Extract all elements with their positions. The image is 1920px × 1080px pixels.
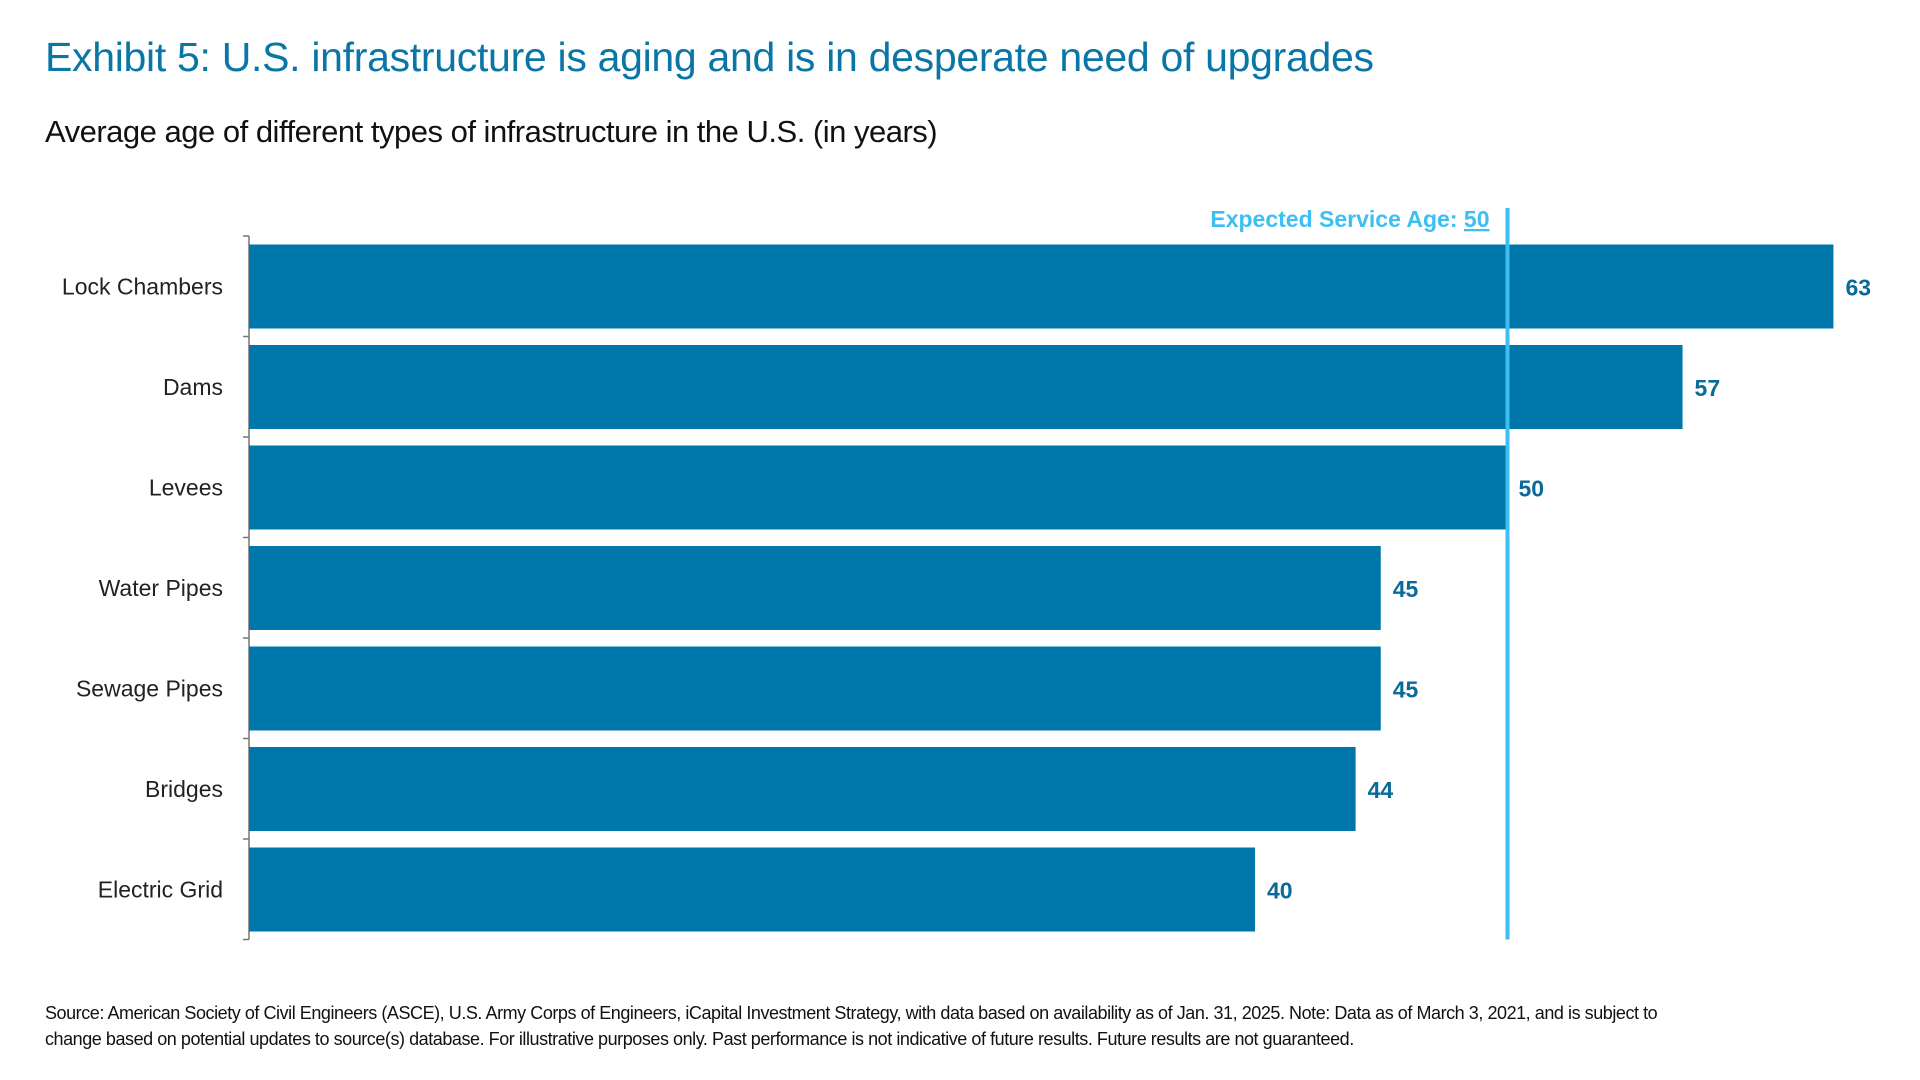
reference-line-label: Expected Service Age: 50 xyxy=(1210,206,1489,232)
bar-sewage-pipes xyxy=(249,646,1381,731)
footer-source-line-2: change based on potential updates to sou… xyxy=(45,1029,1354,1049)
bar-bridges xyxy=(249,747,1356,831)
chart-subtitle: Average age of different types of infras… xyxy=(45,114,938,149)
data-label: 50 xyxy=(1519,476,1545,502)
category-label: Sewage Pipes xyxy=(76,676,223,702)
bar-levees xyxy=(249,445,1507,530)
bar-dams xyxy=(249,345,1683,429)
data-label: 40 xyxy=(1267,878,1293,904)
category-label: Lock Chambers xyxy=(62,274,223,300)
reference-label-prefix: Expected Service Age: xyxy=(1210,206,1464,232)
category-label: Dams xyxy=(163,374,223,400)
bar-electric-grid xyxy=(249,847,1255,932)
chart-title: Exhibit 5: U.S. infrastructure is aging … xyxy=(45,34,1374,80)
data-label: 63 xyxy=(1845,275,1871,301)
data-label: 45 xyxy=(1393,576,1419,602)
category-label: Levees xyxy=(149,475,223,501)
data-label: 44 xyxy=(1368,777,1394,803)
data-label: 57 xyxy=(1695,375,1721,401)
category-label: Bridges xyxy=(145,776,223,802)
data-label: 45 xyxy=(1393,677,1419,703)
category-label: Electric Grid xyxy=(98,877,223,903)
reference-label-value: 50 xyxy=(1464,206,1490,232)
bar-water-pipes xyxy=(249,546,1381,630)
footer-source-line-1: Source: American Society of Civil Engine… xyxy=(45,1003,1658,1023)
category-label: Water Pipes xyxy=(99,575,223,601)
bar-lock-chambers xyxy=(249,244,1834,329)
bar-chart: Lock Chambers 63 Dams 57 Levees 50 Water Pipes… xyxy=(62,206,1871,941)
